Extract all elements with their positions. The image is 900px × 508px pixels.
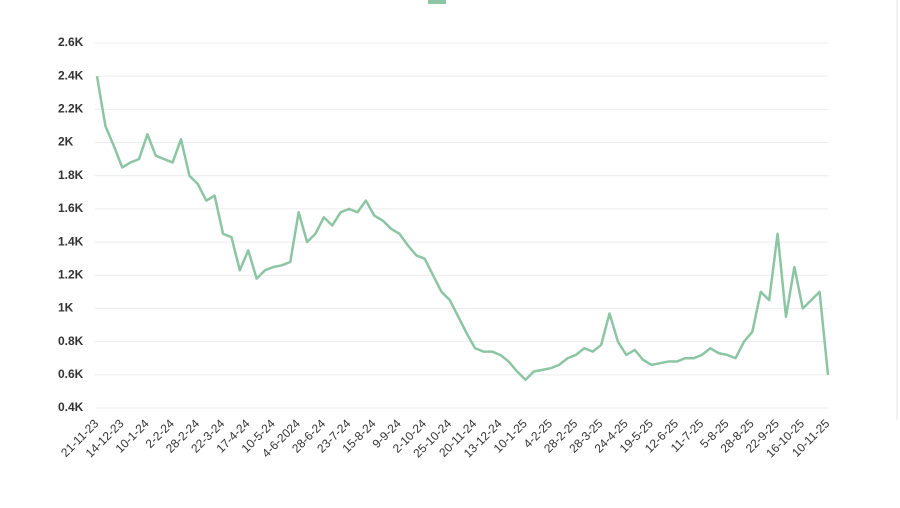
y-tick-label: 1.6K	[58, 201, 84, 215]
y-tick-label: 0.6K	[58, 367, 84, 381]
y-tick-label: 1.4K	[58, 234, 84, 248]
y-tick-label: 2K	[58, 135, 74, 149]
y-tick-label: 2.4K	[58, 68, 84, 82]
y-tick-label: 0.8K	[58, 334, 84, 348]
y-tick-label: 1.2K	[58, 267, 84, 281]
data-line	[95, 75, 830, 382]
y-tick-label: 2.2K	[58, 102, 84, 116]
y-tick-label: 1.8K	[58, 168, 84, 182]
legend-swatch	[428, 0, 446, 4]
y-tick-label: 0.4K	[58, 400, 84, 414]
y-tick-label: 1K	[58, 301, 74, 315]
y-tick-label: 2.6K	[58, 35, 84, 49]
